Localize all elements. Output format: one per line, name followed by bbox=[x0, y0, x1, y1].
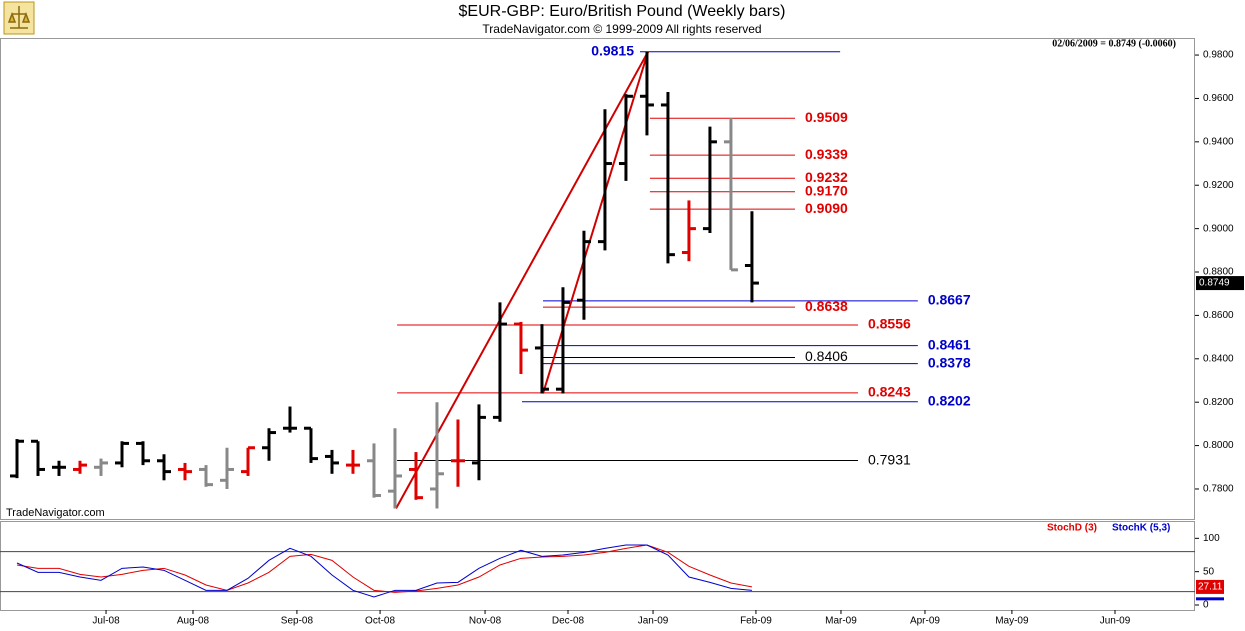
legend-entry: StochK (5,3) bbox=[1112, 523, 1170, 534]
last-value-box bbox=[1196, 579, 1224, 594]
stoch-pane bbox=[0, 521, 1195, 611]
y-tick-label: 0.9400 bbox=[1203, 136, 1234, 147]
level-label: 0.8243 bbox=[868, 384, 911, 400]
y-tick-label: 0.8000 bbox=[1203, 440, 1234, 451]
x-tick-label: Oct-08 bbox=[365, 616, 395, 627]
legend-entry: StochD (3) bbox=[1047, 523, 1097, 534]
chart-subtitle: TradeNavigator.com © 1999-2009 All right… bbox=[482, 22, 761, 36]
last-k-marker bbox=[1196, 597, 1224, 601]
quote: 02/06/2009 = 0.8749 (-0.0060) bbox=[1052, 38, 1176, 49]
last-price-label: 0.8749 bbox=[1199, 278, 1230, 289]
level-label: 0.9509 bbox=[805, 109, 848, 125]
x-tick-label: Jun-09 bbox=[1100, 616, 1131, 627]
x-tick-label: Jul-08 bbox=[92, 616, 120, 627]
y-tick-label: 0.8400 bbox=[1203, 353, 1234, 364]
last-value-label: 27.11 bbox=[1198, 582, 1223, 593]
x-tick-label: Apr-09 bbox=[910, 616, 940, 627]
level-label: 0.9339 bbox=[805, 146, 848, 162]
y-tick-label: 0.9800 bbox=[1203, 50, 1234, 61]
level-label: 0.8202 bbox=[928, 392, 971, 408]
y-tick-label: 0 bbox=[1203, 600, 1209, 611]
last-price-box bbox=[1196, 276, 1244, 291]
stoch-line bbox=[16, 544, 752, 598]
level-label: 0.9090 bbox=[805, 200, 848, 216]
x-tick-label: Jan-09 bbox=[638, 616, 669, 627]
level-label: 0.7931 bbox=[868, 451, 911, 467]
y-tick-label: 0.9600 bbox=[1203, 93, 1234, 104]
x-tick-label: Dec-08 bbox=[552, 616, 585, 627]
y-tick-label: 0.8200 bbox=[1203, 397, 1234, 408]
x-tick-label: Mar-09 bbox=[825, 616, 857, 627]
x-tick-label: Feb-09 bbox=[740, 616, 772, 627]
x-tick-label: Aug-08 bbox=[177, 616, 210, 627]
level-label: 0.8378 bbox=[928, 354, 971, 370]
x-tick-label: May-09 bbox=[995, 616, 1029, 627]
level-label: 0.9170 bbox=[805, 182, 848, 198]
level-label: 0.8556 bbox=[868, 316, 911, 332]
chart-title: $EUR-GBP: Euro/British Pound (Weekly bar… bbox=[459, 3, 786, 20]
trend-line bbox=[542, 51, 649, 394]
level-label: 0.9815 bbox=[591, 43, 634, 59]
y-tick-label: 0.7800 bbox=[1203, 484, 1234, 495]
y-tick-label: 0.8800 bbox=[1203, 267, 1234, 278]
y-tick-label: 0.9000 bbox=[1203, 223, 1234, 234]
y-tick-label: 0.9200 bbox=[1203, 180, 1234, 191]
level-label: 0.8406 bbox=[805, 348, 848, 364]
stoch-line bbox=[16, 544, 753, 593]
level-label: 0.8638 bbox=[805, 298, 848, 314]
price-pane bbox=[0, 38, 1195, 520]
level-label: 0.9232 bbox=[805, 169, 848, 185]
watermark: TradeNavigator.com bbox=[6, 507, 105, 519]
level-label: 0.8667 bbox=[928, 292, 971, 308]
logo bbox=[3, 1, 35, 35]
y-tick-label: 50 bbox=[1203, 566, 1215, 577]
level-label: 0.8461 bbox=[928, 336, 971, 352]
y-tick-label: 0.8600 bbox=[1203, 310, 1234, 321]
y-tick-label: 100 bbox=[1203, 533, 1220, 544]
x-tick-label: Nov-08 bbox=[469, 616, 502, 627]
x-tick-label: Sep-08 bbox=[281, 616, 314, 627]
